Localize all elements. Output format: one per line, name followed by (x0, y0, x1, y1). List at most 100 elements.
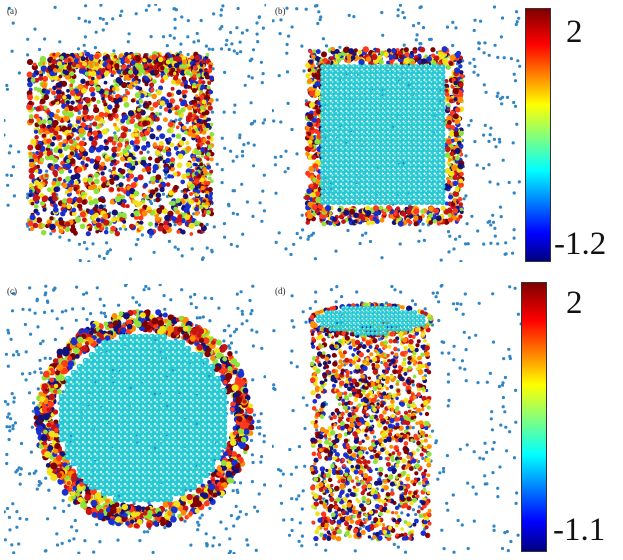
core-atom-highlight (425, 127, 428, 130)
shell-atom (75, 136, 80, 141)
core-atom-highlight (409, 80, 412, 83)
core-atom (382, 178, 389, 185)
core-atom-highlight (399, 132, 402, 135)
core-atom (418, 162, 425, 169)
shell-atom (38, 129, 44, 134)
core-atom (335, 162, 342, 169)
shell-atom (150, 88, 155, 93)
core-atom (382, 157, 389, 164)
solvent-particle (134, 243, 138, 247)
solvent-particle (225, 38, 229, 42)
shell-atom (42, 105, 48, 110)
shell-atom (111, 70, 116, 75)
core-atom (434, 110, 441, 117)
core-atom-highlight (357, 184, 360, 187)
core-atom-highlight (394, 91, 396, 94)
core-atom (356, 90, 363, 96)
shell-atom (121, 64, 127, 70)
core-atom (403, 131, 410, 138)
solvent-particle (380, 10, 384, 15)
core-atom-highlight (336, 190, 339, 192)
core-atom (335, 116, 342, 122)
solvent-particle (512, 236, 516, 240)
core-atom-highlight (342, 112, 344, 114)
core-atom (325, 173, 332, 180)
core-atom (418, 168, 425, 174)
shell-atom (448, 158, 452, 162)
shell-atom (91, 214, 97, 220)
core-atom-highlight (331, 179, 334, 182)
core-atom-highlight (362, 106, 365, 109)
core-atom-highlight (399, 143, 402, 146)
shell-atom (117, 142, 123, 148)
shell-atom (117, 212, 123, 218)
shell-atom (205, 140, 211, 145)
shell-atom (114, 103, 120, 109)
core-atom (382, 110, 389, 117)
solvent-particle (238, 133, 242, 137)
core-atom (392, 69, 399, 76)
core-atom-highlight (342, 75, 344, 78)
core-atom-highlight (342, 86, 344, 88)
solvent-particle (497, 137, 501, 141)
solvent-particle (250, 57, 254, 61)
solvent-particle (186, 52, 190, 57)
solvent-particle (482, 166, 486, 170)
core-atom (366, 105, 373, 112)
core-atom-highlight (368, 65, 370, 68)
core-atom (361, 110, 368, 117)
solvent-particle (229, 30, 233, 35)
shell-atom (205, 123, 210, 128)
core-atom (439, 152, 446, 159)
core-atom-highlight (388, 112, 391, 114)
shell-atom (69, 183, 74, 188)
shell-atom (57, 148, 63, 154)
solvent-particle (17, 71, 21, 75)
core-atom (320, 121, 326, 128)
shell-atom (82, 109, 89, 116)
core-atom-highlight (425, 184, 428, 187)
shell-atom (51, 124, 57, 129)
core-atom (366, 188, 373, 195)
core-atom-highlight (373, 153, 376, 156)
core-atom (392, 131, 399, 138)
core-atom-highlight (336, 164, 339, 166)
shell-atom (183, 130, 188, 135)
core-atom-highlight (321, 174, 324, 177)
solvent-particle (7, 151, 11, 155)
panel-b-image (272, 4, 522, 262)
shell-atom (341, 219, 346, 224)
core-atom-highlight (425, 117, 428, 120)
core-atom (320, 79, 326, 86)
shell-atom (444, 146, 451, 153)
shell-atom (149, 82, 155, 88)
core-atom-highlight (409, 138, 412, 140)
panel-b-cube-cross-section: (b) (272, 4, 522, 262)
core-atom-highlight (388, 75, 391, 78)
shell-atom (157, 225, 164, 232)
solvent-particle (251, 48, 256, 52)
shell-atom (192, 82, 197, 87)
solvent-particle (512, 72, 516, 76)
core-atom-highlight (347, 101, 350, 104)
shell-atom (82, 62, 88, 67)
core-atom-highlight (342, 138, 344, 140)
shell-atom (406, 218, 411, 224)
core-atom-highlight (368, 143, 370, 146)
core-atom-highlight (414, 96, 417, 99)
shell-atom (194, 163, 198, 167)
shell-atom (205, 190, 210, 194)
solvent-particle (501, 158, 505, 162)
shell-atom (98, 204, 104, 210)
shell-atom (36, 87, 42, 93)
solvent-particle (220, 168, 224, 172)
core-atom (429, 136, 436, 143)
shell-atom (30, 138, 37, 145)
shell-atom (30, 77, 36, 83)
core-atom-highlight (440, 106, 443, 109)
shell-atom (446, 139, 452, 145)
core-atom (335, 79, 342, 86)
core-atom (429, 178, 436, 185)
shell-atom (79, 146, 85, 152)
shell-atom (41, 223, 46, 228)
